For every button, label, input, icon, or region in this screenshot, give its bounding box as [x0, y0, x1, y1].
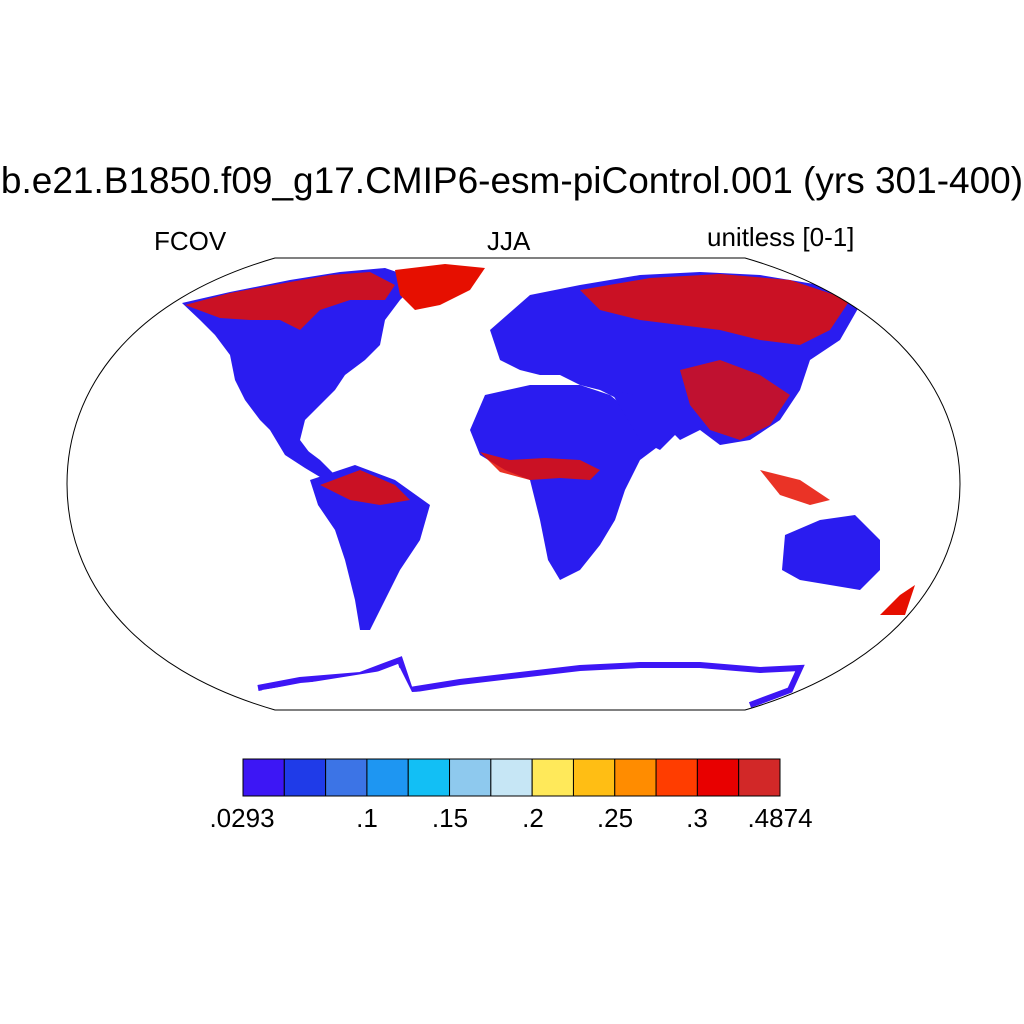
greenland — [395, 264, 485, 310]
colorbar-label-6: .3 — [686, 803, 708, 833]
colorbar-swatch — [490, 758, 533, 797]
colorbar-swatch — [655, 758, 698, 797]
colorbar-swatch — [531, 758, 574, 797]
colorbar-swatch — [242, 758, 285, 797]
colorbar-swatch — [283, 758, 327, 797]
colorbar-label-4: .2 — [522, 803, 544, 833]
colorbar-label-3: .15 — [431, 803, 469, 833]
colorbar-swatch — [366, 758, 409, 797]
australia — [782, 515, 880, 590]
colorbar-label-2: .1 — [356, 803, 378, 833]
north-america-red — [185, 272, 395, 330]
africa-sahel-red — [480, 452, 600, 480]
antarctica-fill — [262, 668, 780, 705]
colorbar-swatch — [696, 758, 740, 797]
eurasia-red — [580, 274, 850, 345]
arabia — [610, 390, 680, 450]
south-america — [310, 465, 430, 630]
globe-outline — [66, 257, 961, 711]
colorbar-swatch — [325, 758, 368, 797]
variable-label: FCOV — [154, 226, 227, 256]
map-contents — [67, 258, 960, 710]
colorbar-label-1: .0293 — [209, 803, 275, 833]
season-label: JJA — [487, 226, 531, 256]
colorbar-swatch — [614, 758, 657, 797]
antarctica — [257, 656, 805, 708]
new-zealand — [880, 585, 915, 615]
colorbar-swatch — [572, 758, 616, 797]
africa — [470, 385, 660, 580]
south-america-red — [320, 470, 410, 505]
central-america — [270, 430, 335, 480]
maritime-se-asia — [760, 470, 830, 505]
colorbar-swatch — [738, 758, 781, 797]
south-asia-red — [680, 360, 790, 440]
colorbar-label-5: .25 — [596, 803, 634, 833]
units-label: unitless [0-1] — [707, 222, 855, 252]
colorbar — [242, 758, 781, 797]
plot-title: b.e21.B1850.f09_g17.CMIP6-esm-piControl.… — [0, 160, 1024, 201]
colorbar-swatch — [407, 758, 451, 797]
colorbar-label-7: .4874 — [747, 803, 813, 833]
colorbar-swatch — [449, 758, 492, 797]
